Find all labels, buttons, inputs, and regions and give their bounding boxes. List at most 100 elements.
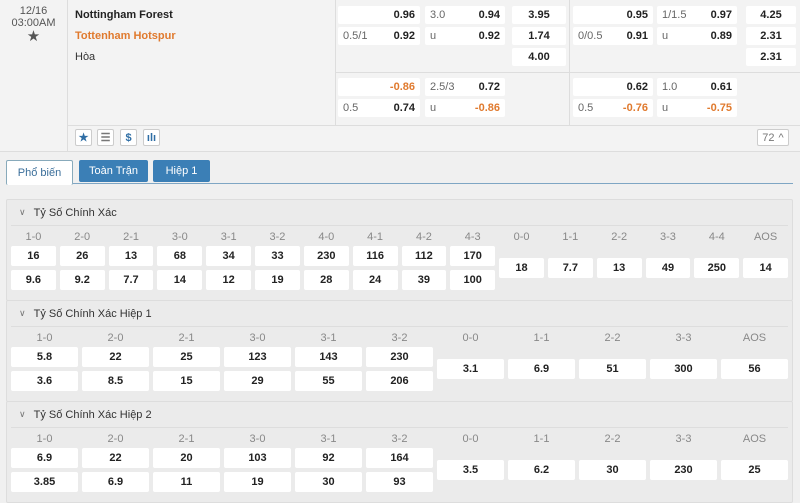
odds-button[interactable]: 49	[645, 258, 691, 278]
odds-button[interactable]: 112	[401, 246, 447, 266]
odds-button[interactable]: 68	[157, 246, 203, 266]
odds-cell[interactable]: 4.25	[746, 6, 796, 24]
odds-button[interactable]: 51	[579, 359, 646, 379]
odds-button[interactable]: 103	[224, 448, 291, 468]
odds-button[interactable]: 9.6	[11, 270, 56, 290]
odds-button[interactable]: 28	[303, 270, 349, 290]
odds-cell[interactable]: -0.86	[338, 78, 420, 96]
odds-cell[interactable]: 2.31	[746, 27, 796, 45]
stats-icon[interactable]: ılı	[143, 129, 160, 146]
odds-button[interactable]: 9.2	[59, 270, 105, 290]
odds-cell[interactable]: 0/0.5 0.91	[573, 27, 653, 45]
odds-button[interactable]: 7.7	[108, 270, 154, 290]
odds-button[interactable]: 123	[224, 347, 291, 367]
odds-cell[interactable]: 3.95	[512, 6, 566, 24]
odds-cell[interactable]: u 0.89	[657, 27, 737, 45]
chevron-down-icon[interactable]: ∨	[19, 207, 26, 217]
odds-cell[interactable]: 1/1.5 0.97	[657, 6, 737, 24]
odds-cell[interactable]: 0.62	[573, 78, 653, 96]
odds-button[interactable]: 18	[499, 258, 544, 278]
odds-cell[interactable]: 3.0 0.94	[425, 6, 505, 24]
odds-button[interactable]: 19	[224, 472, 291, 492]
odds-button[interactable]: 250	[694, 258, 740, 278]
odds-cell[interactable]: 0.96	[338, 6, 420, 24]
odds-button[interactable]: 24	[352, 270, 398, 290]
odds-button[interactable]: 6.9	[11, 448, 78, 468]
odds-button[interactable]: 3.85	[11, 472, 78, 492]
odds-button[interactable]: 11	[153, 472, 220, 492]
odds-cell[interactable]: 1.74	[512, 27, 566, 45]
away-team[interactable]: Tottenham Hotspur	[75, 30, 176, 42]
odds-button[interactable]: 56	[721, 359, 788, 379]
odds-cell[interactable]: 0.5 -0.76	[573, 99, 653, 117]
star-icon[interactable]: ★	[75, 129, 92, 146]
odds-button[interactable]: 3.5	[437, 460, 504, 480]
odds-button[interactable]: 230	[366, 347, 433, 367]
odds-button[interactable]: 22	[82, 448, 149, 468]
chevron-down-icon[interactable]: ∨	[19, 409, 26, 419]
odds-button[interactable]: 30	[579, 460, 646, 480]
odds-button[interactable]: 230	[650, 460, 717, 480]
odds-cell[interactable]: u -0.75	[657, 99, 737, 117]
odds-cell[interactable]: 0.95	[573, 6, 653, 24]
odds-button[interactable]: 100	[450, 270, 496, 290]
odds-button[interactable]: 33	[255, 246, 300, 266]
section-title: Tỷ Số Chính Xác Hiệp 2	[33, 408, 152, 421]
odds-button[interactable]: 14	[157, 270, 203, 290]
odds-button[interactable]: 164	[366, 448, 433, 468]
dollar-icon[interactable]: $	[120, 129, 137, 146]
odds-button[interactable]: 93	[366, 472, 433, 492]
odds-button[interactable]: 14	[743, 258, 788, 278]
home-team[interactable]: Nottingham Forest	[75, 9, 173, 21]
favorite-star-icon[interactable]: ★	[26, 28, 41, 45]
odds-button[interactable]: 8.5	[82, 371, 149, 391]
odds-cell[interactable]: 4.00	[512, 48, 566, 66]
odds-button[interactable]: 170	[450, 246, 496, 266]
odds-button[interactable]: 25	[721, 460, 788, 480]
odds-cell[interactable]: 2.31	[746, 48, 796, 66]
odds-cell[interactable]: u -0.86	[425, 99, 505, 117]
odds-button[interactable]: 7.7	[547, 258, 593, 278]
odds-button[interactable]: 300	[650, 359, 717, 379]
chevron-down-icon[interactable]: ∨	[19, 308, 26, 318]
odds-cell[interactable]: 0.5/1 0.92	[338, 27, 420, 45]
odds-button[interactable]: 143	[295, 347, 362, 367]
odds-button[interactable]: 6.9	[82, 472, 149, 492]
more-markets-button[interactable]: 72 ^	[757, 129, 789, 146]
odds-button[interactable]: 34	[206, 246, 252, 266]
odds-button[interactable]: 206	[366, 371, 433, 391]
odds-cell[interactable]: 2.5/3 0.72	[425, 78, 505, 96]
odds-button[interactable]: 20	[153, 448, 220, 468]
tab-full-match[interactable]: Toàn Trận	[79, 160, 148, 182]
odds-button[interactable]: 39	[401, 270, 447, 290]
odds-button[interactable]: 5.8	[11, 347, 78, 367]
odds-button[interactable]: 13	[108, 246, 154, 266]
odds-cell[interactable]: 0.5 0.74	[338, 99, 420, 117]
odds-button[interactable]: 19	[255, 270, 300, 290]
odds-button[interactable]: 55	[295, 371, 362, 391]
odds-button[interactable]: 92	[295, 448, 362, 468]
odds-button[interactable]: 26	[59, 246, 105, 266]
section-header[interactable]: ∨ Tỷ Số Chính Xác	[11, 200, 788, 226]
odds-button[interactable]: 30	[295, 472, 362, 492]
section-header[interactable]: ∨ Tỷ Số Chính Xác Hiệp 2	[11, 402, 788, 428]
odds-button[interactable]: 6.9	[508, 359, 575, 379]
odds-button[interactable]: 13	[596, 258, 642, 278]
odds-button[interactable]: 22	[82, 347, 149, 367]
odds-button[interactable]: 116	[352, 246, 398, 266]
odds-button[interactable]: 25	[153, 347, 220, 367]
odds-button[interactable]: 15	[153, 371, 220, 391]
tab-first-half[interactable]: Hiệp 1	[153, 160, 210, 182]
odds-button[interactable]: 3.6	[11, 371, 78, 391]
odds-button[interactable]: 12	[206, 270, 252, 290]
odds-cell[interactable]: u 0.92	[425, 27, 505, 45]
odds-cell[interactable]: 1.0 0.61	[657, 78, 737, 96]
odds-button[interactable]: 230	[303, 246, 349, 266]
odds-button[interactable]: 29	[224, 371, 291, 391]
tab-popular[interactable]: Phổ biến	[6, 160, 73, 185]
section-header[interactable]: ∨ Tỷ Số Chính Xác Hiệp 1	[11, 301, 788, 327]
odds-button[interactable]: 6.2	[508, 460, 575, 480]
list-icon[interactable]: ☰	[97, 129, 114, 146]
odds-button[interactable]: 16	[11, 246, 56, 266]
odds-button[interactable]: 3.1	[437, 359, 504, 379]
